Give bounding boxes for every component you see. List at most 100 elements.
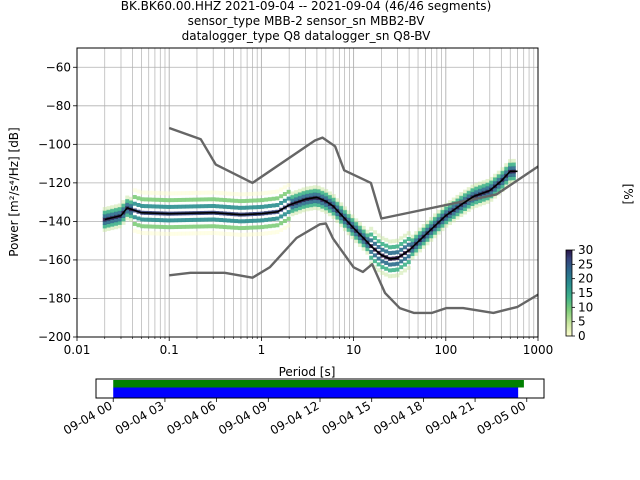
density-cell (106, 206, 111, 211)
density-cell (207, 190, 212, 195)
density-cell (372, 230, 377, 235)
density-cell (226, 205, 231, 210)
density-cell (181, 231, 186, 236)
density-cell (508, 159, 513, 164)
density-cell (466, 190, 471, 195)
density-cell (230, 225, 235, 230)
density-cell (121, 220, 126, 225)
y-tick-label: −140 (38, 214, 71, 228)
density-cell (106, 220, 111, 225)
density-cell (282, 185, 287, 190)
density-cell (211, 204, 216, 209)
density-cell (159, 231, 164, 236)
density-cell (447, 207, 452, 212)
density-cell (252, 191, 257, 196)
density-cell (417, 241, 422, 246)
density-cell (264, 190, 269, 195)
density-cell (286, 183, 291, 188)
density-cell (271, 216, 276, 221)
density-cell (339, 216, 344, 221)
density-cell (493, 180, 498, 185)
density-cell (429, 237, 434, 242)
density-cell (339, 223, 344, 228)
density-cell (451, 197, 456, 202)
density-cell (485, 196, 490, 201)
density-cell (425, 241, 430, 246)
density-cell (309, 189, 314, 194)
density-cell (350, 217, 355, 222)
density-cell (429, 223, 434, 228)
plot-frame (76, 47, 539, 338)
density-cell (267, 224, 272, 229)
density-cell (241, 219, 246, 224)
density-cell (335, 212, 340, 217)
density-cell (320, 187, 325, 192)
density-cell (496, 187, 501, 192)
density-cell (320, 201, 325, 206)
density-cell (335, 201, 340, 206)
density-cell (264, 204, 269, 209)
density-cell (327, 191, 332, 196)
density-cell (395, 250, 400, 255)
density-cell (436, 227, 441, 232)
density-cell (316, 203, 321, 208)
density-cell (117, 224, 122, 229)
density-cell (496, 184, 501, 189)
density-cell (425, 227, 430, 232)
density-cell (192, 204, 197, 209)
density-cell (196, 224, 201, 229)
density-cell (211, 230, 216, 235)
density-cell (211, 197, 216, 202)
density-cell (222, 198, 227, 203)
density-cell (129, 203, 134, 208)
density-cell (504, 166, 509, 171)
density-cell (376, 262, 381, 267)
density-cell (237, 232, 242, 237)
density-cell (226, 198, 231, 203)
density-cell (279, 187, 284, 192)
density-cell (432, 220, 437, 225)
density-cell (361, 225, 366, 230)
density-cell (354, 225, 359, 230)
density-cell (376, 239, 381, 244)
density-cell (474, 203, 479, 208)
density-cell (316, 206, 321, 211)
density-cell (275, 189, 280, 194)
colorbar-tick-label: 10 (578, 300, 593, 314)
density-cell (459, 209, 464, 214)
density-cell (237, 226, 242, 231)
density-cell (282, 219, 287, 224)
density-cell (508, 166, 513, 171)
density-cell (414, 251, 419, 256)
density-cell (387, 251, 392, 256)
density-cell (140, 190, 145, 195)
colorbar-tick-label: 5 (578, 315, 586, 329)
density-cell (376, 233, 381, 238)
density-cell (493, 177, 498, 182)
density-cell (117, 206, 122, 211)
density-cell (414, 238, 419, 243)
density-cell (384, 260, 389, 265)
coverage-bars (113, 380, 524, 398)
density-cell (346, 231, 351, 236)
density-cell (436, 213, 441, 218)
density-cell (414, 231, 419, 236)
density-cell (399, 236, 404, 241)
density-cell (294, 197, 299, 202)
density-cell (264, 197, 269, 202)
density-cell (192, 190, 197, 195)
density-cell (279, 200, 284, 205)
density-cell (380, 259, 385, 264)
density-cell (249, 198, 254, 203)
density-cell (129, 214, 134, 219)
series-mode (104, 170, 518, 260)
density-cell (279, 214, 284, 219)
x-tick-label: 100 (434, 343, 457, 357)
density-cell (102, 220, 107, 225)
density-cell (478, 185, 483, 190)
density-cell (196, 231, 201, 236)
density-cell (399, 265, 404, 270)
